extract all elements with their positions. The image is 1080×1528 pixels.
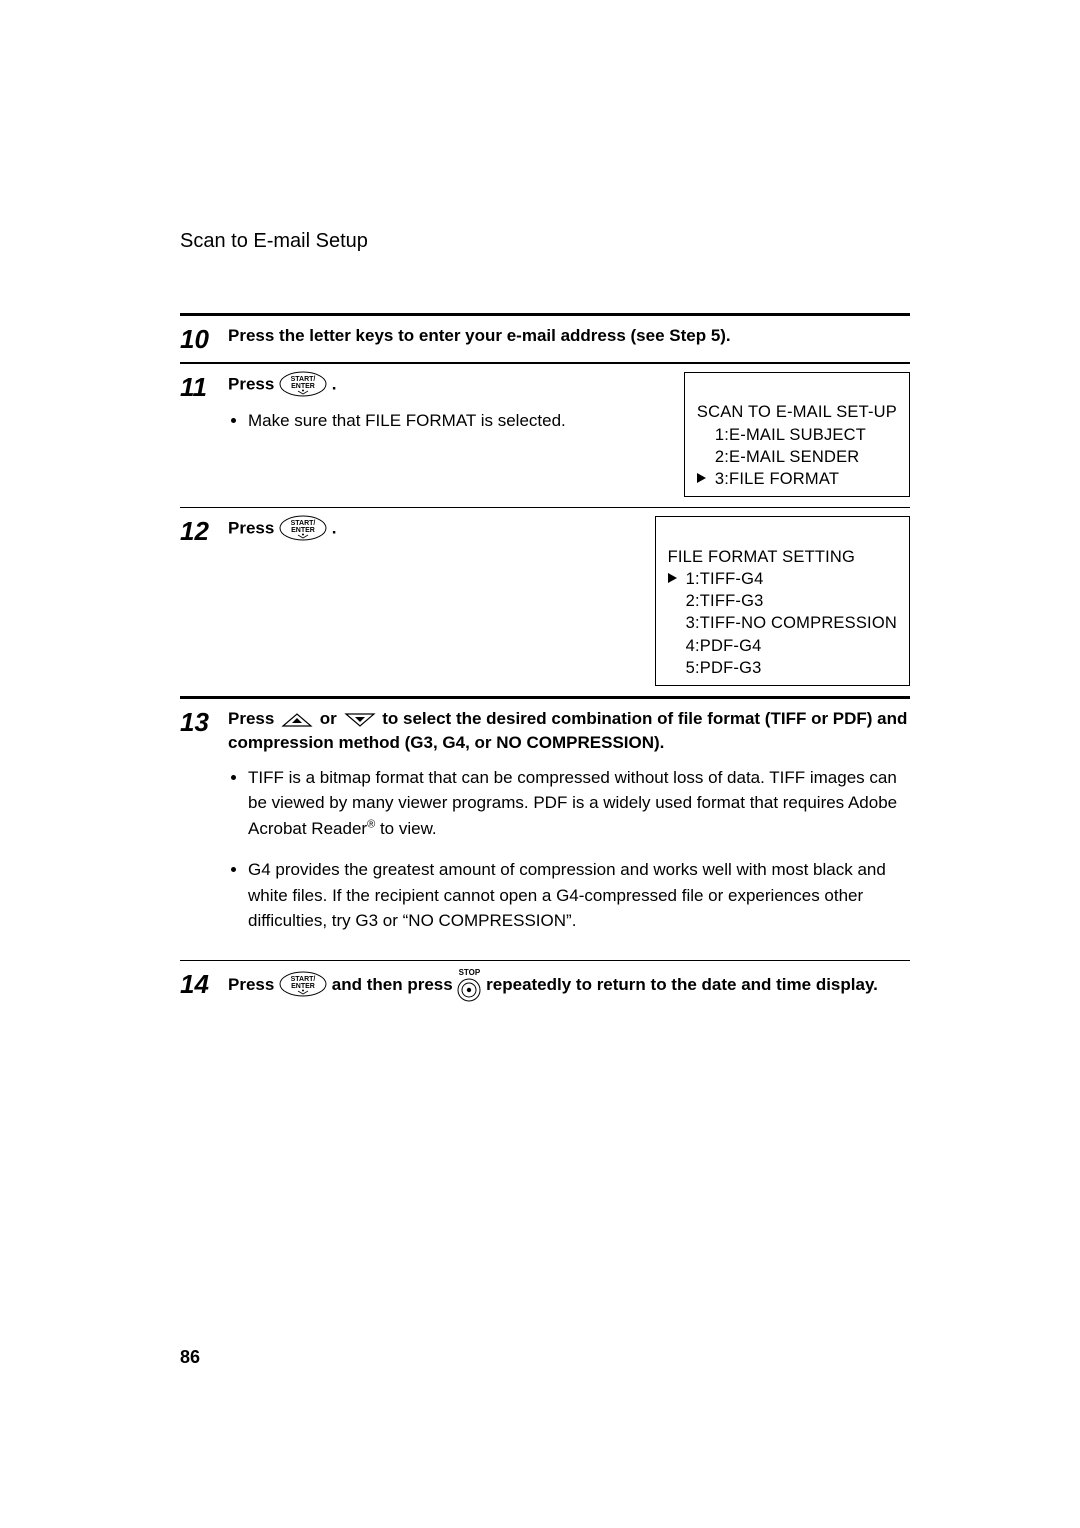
arrow-down-icon: [342, 711, 378, 729]
step-number: 12: [180, 516, 228, 544]
svg-text:START/: START/: [291, 520, 316, 527]
period: .: [332, 519, 337, 538]
stop-label: STOP: [457, 969, 481, 977]
svg-text:ENTER: ENTER: [291, 383, 315, 390]
svg-text:ENTER: ENTER: [291, 527, 315, 534]
step-13-instruction: Press or to select the desired combinati…: [228, 707, 910, 755]
press-label: Press: [228, 519, 279, 538]
page-number: 86: [180, 1347, 200, 1368]
step-14-text-c: repeatedly to return to the date and tim…: [486, 975, 878, 994]
step-13-bullet-1: TIFF is a bitmap format that can be comp…: [248, 765, 910, 842]
lcd-line: 5:PDF-G3: [668, 657, 762, 679]
lcd-display-file-format: FILE FORMAT SETTING 1:TIFF-G4 2:TIFF-G3 …: [655, 516, 910, 686]
step-number: 11: [180, 372, 228, 400]
registered-mark: ®: [367, 818, 375, 830]
svg-text:START/: START/: [291, 376, 316, 383]
start-enter-icon: START/ ENTER: [279, 371, 327, 397]
step-number: 10: [180, 324, 228, 352]
lcd-line: 2:E-MAIL SENDER: [697, 446, 860, 468]
step-14-instruction: Press START/ ENTER and then press STOP: [228, 969, 910, 1002]
press-label: Press: [228, 374, 279, 393]
step-11: 11 Press START/ ENTER: [180, 362, 910, 507]
step-10: 10 Press the letter keys to enter your e…: [180, 313, 910, 362]
lcd-line: SCAN TO E-MAIL SET-UP: [697, 403, 897, 421]
arrow-up-icon: [279, 711, 315, 729]
step-14: 14 Press START/ ENTER and then press STO…: [180, 960, 910, 1012]
lcd-line: 1:E-MAIL SUBJECT: [697, 424, 866, 446]
stop-icon: STOP: [457, 969, 481, 1002]
step-14-text-b: and then press: [332, 975, 458, 994]
step-11-bullet: Make sure that FILE FORMAT is selected.: [248, 408, 660, 434]
period: .: [332, 374, 337, 393]
step-13-bullet-2: G4 provides the greatest amount of compr…: [248, 857, 910, 934]
lcd-line: 2:TIFF-G3: [668, 590, 764, 612]
step-number: 14: [180, 969, 228, 997]
bullet-text: TIFF is a bitmap format that can be comp…: [248, 768, 897, 838]
step-12: 12 Press START/ ENTER: [180, 507, 910, 696]
svg-text:ENTER: ENTER: [291, 983, 315, 990]
bullet-text: to view.: [375, 819, 436, 838]
step-13: 13 Press or to select the de: [180, 696, 910, 960]
step-13-text-a: Press: [228, 709, 279, 728]
lcd-line-selected: 3:FILE FORMAT: [697, 468, 839, 490]
section-title: Scan to E-mail Setup: [180, 230, 910, 253]
lcd-line: FILE FORMAT SETTING: [668, 548, 855, 566]
svg-text:START/: START/: [291, 976, 316, 983]
step-number: 13: [180, 707, 228, 735]
step-10-text: Press the letter keys to enter your e-ma…: [228, 326, 731, 345]
lcd-display-scan-setup: SCAN TO E-MAIL SET-UP 1:E-MAIL SUBJECT 2…: [684, 372, 910, 497]
step-14-text-a: Press: [228, 975, 279, 994]
lcd-line: 3:TIFF-NO COMPRESSION: [668, 612, 897, 634]
lcd-line: 4:PDF-G4: [668, 635, 762, 657]
start-enter-icon: START/ ENTER: [279, 971, 327, 997]
step-13-text-b: or: [320, 709, 342, 728]
lcd-line-selected: 1:TIFF-G4: [668, 568, 764, 590]
start-enter-icon: START/ ENTER: [279, 515, 327, 541]
